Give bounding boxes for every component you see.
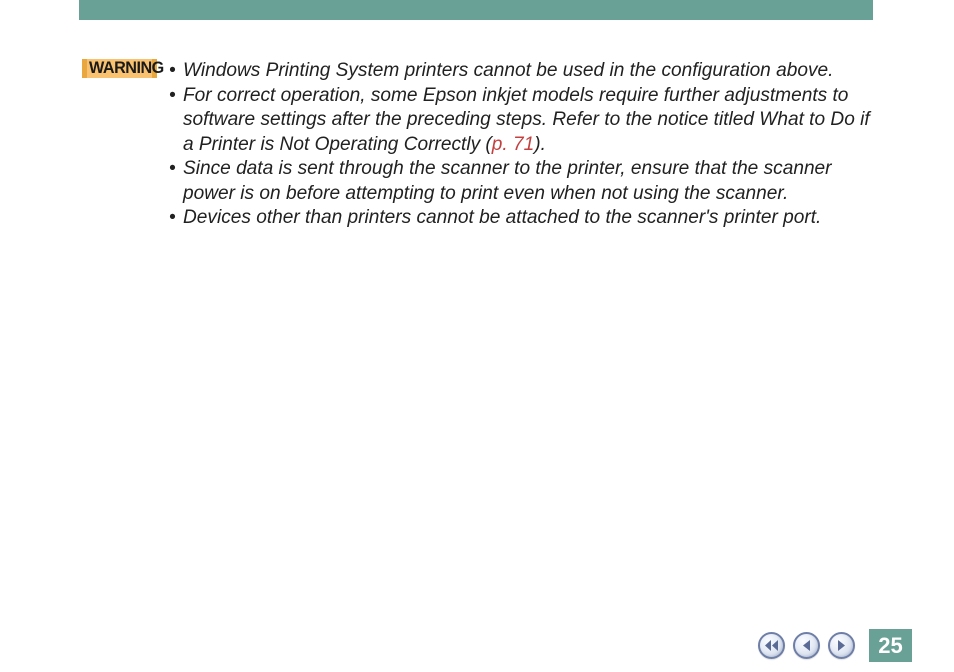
bullet-text: Devices other than printers cannot be at… — [183, 206, 882, 231]
bullet-item: • Windows Printing System printers canno… — [169, 59, 882, 84]
back-icon — [801, 639, 812, 652]
bullet-item: • Since data is sent through the scanner… — [169, 157, 882, 206]
bullet-text: For correct operation, some Epson inkjet… — [183, 84, 882, 158]
page-number: 25 — [869, 629, 912, 662]
warning-bullet-list: • Windows Printing System printers canno… — [169, 59, 882, 231]
content-region: WARNING • Windows Printing System printe… — [82, 59, 882, 231]
bullet-text: Since data is sent through the scanner t… — [183, 157, 882, 206]
bullet-item: • For correct operation, some Epson inkj… — [169, 84, 882, 158]
page-reference-link[interactable]: p. 71 — [492, 134, 534, 155]
double-back-icon — [764, 639, 779, 652]
warning-badge-container: WARNING — [82, 59, 157, 78]
nav-next-button[interactable] — [828, 632, 855, 659]
forward-icon — [836, 639, 847, 652]
bullet-mark: • — [169, 206, 183, 231]
header-bar — [79, 0, 873, 20]
warning-badge: WARNING — [82, 59, 157, 78]
footer-nav: 25 — [758, 629, 912, 662]
bullet-mark: • — [169, 59, 183, 84]
nav-first-button[interactable] — [758, 632, 785, 659]
bullet-text: Windows Printing System printers cannot … — [183, 59, 882, 84]
bullet-mark: • — [169, 84, 183, 158]
bullet-item: • Devices other than printers cannot be … — [169, 206, 882, 231]
nav-prev-button[interactable] — [793, 632, 820, 659]
bullet-mark: • — [169, 157, 183, 206]
